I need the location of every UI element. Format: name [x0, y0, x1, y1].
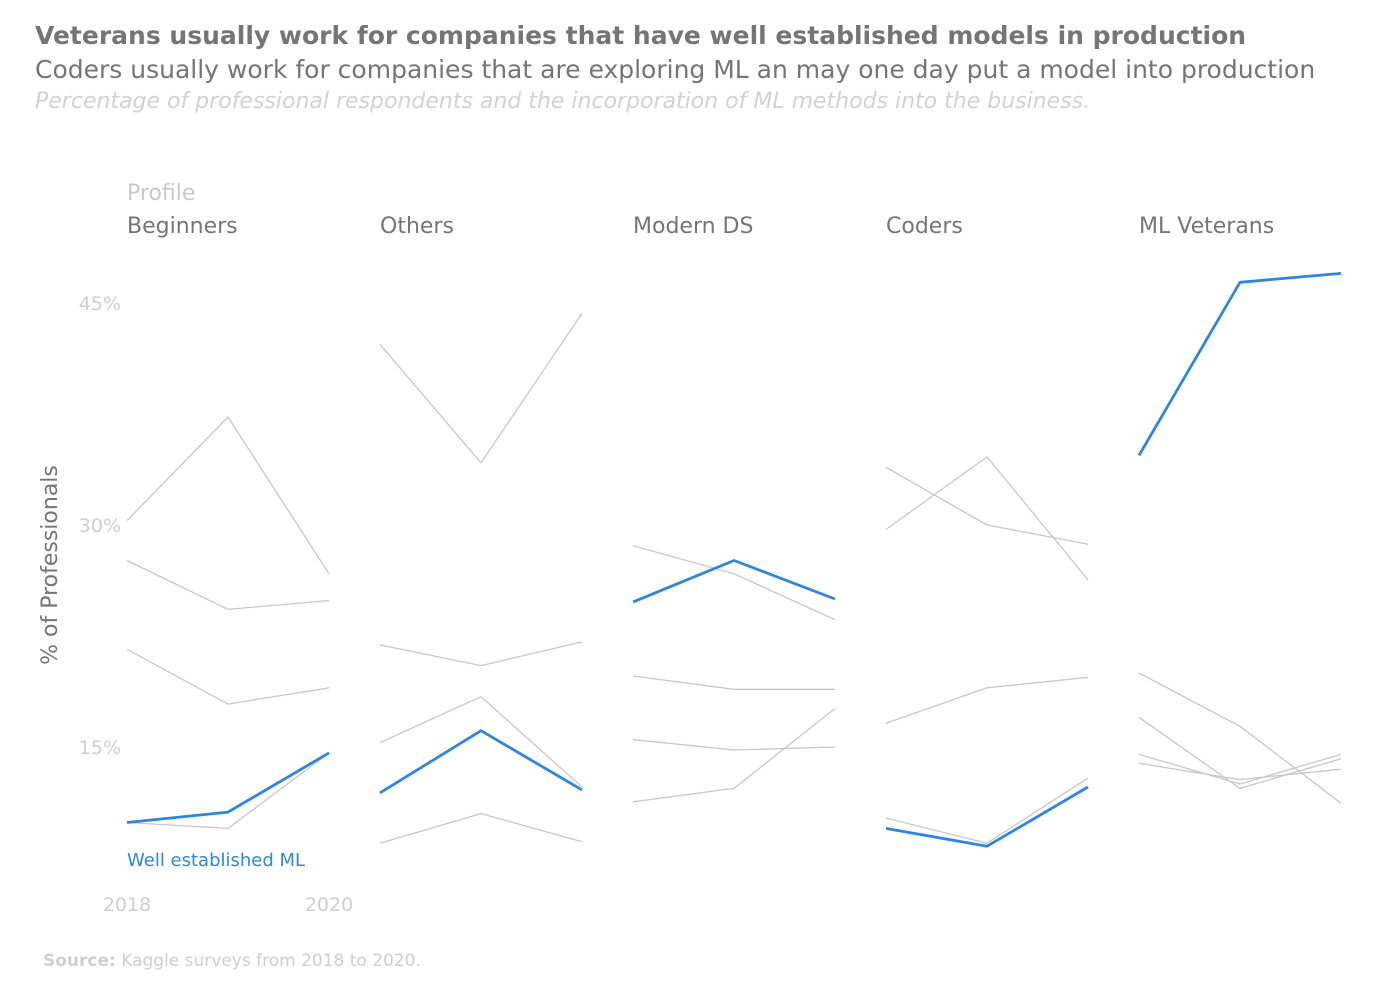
series-line-4-1	[1138, 716, 1342, 790]
x-tick-label-2020: 2020	[305, 894, 353, 916]
facet-title-1: Others	[380, 214, 454, 239]
series-line-2-0	[632, 545, 836, 621]
series-line-3-0	[885, 466, 1089, 545]
series-line-1-2	[379, 696, 583, 788]
series-line-0-0	[126, 416, 330, 575]
series-line-2-3	[632, 707, 836, 803]
facet-4: ML Veterans	[1137, 214, 1342, 804]
series-line-3-2	[885, 676, 1089, 724]
highlight-line-3-4	[885, 785, 1089, 848]
facet-title-0: Beginners	[127, 214, 238, 239]
highlight-annotation: Well established ML	[127, 850, 305, 871]
series-line-4-3	[1138, 762, 1342, 781]
source-label: Source:	[43, 951, 116, 971]
y-tick-label-30: 30%	[79, 515, 121, 537]
series-line-4-2	[1138, 753, 1342, 785]
facet-title-4: ML Veterans	[1139, 214, 1274, 239]
highlight-line-2-4	[632, 559, 836, 604]
series-line-1-0	[379, 313, 583, 464]
y-tick-label-15: 15%	[79, 737, 121, 759]
y-axis-ticks: 15% 30% 45%	[79, 293, 121, 759]
series-line-0-1	[126, 559, 330, 611]
series-line-1-1	[379, 641, 583, 667]
facet-title-3: Coders	[886, 214, 963, 239]
source-text: Kaggle surveys from 2018 to 2020.	[115, 951, 421, 971]
facet-group-label: Profile	[127, 181, 195, 206]
facet-title-2: Modern DS	[633, 214, 753, 239]
chart-caption: Percentage of professional respondents a…	[35, 89, 1091, 114]
series-line-4-0	[1138, 672, 1342, 804]
y-tick-label-45: 45%	[79, 293, 121, 315]
series-line-3-1	[885, 456, 1089, 581]
series-line-0-3	[126, 752, 330, 830]
chart-title: Veterans usually work for companies that…	[35, 21, 1247, 50]
x-tick-label-2018: 2018	[103, 894, 151, 916]
highlight-line-4-4	[1137, 272, 1342, 457]
facets: Beginners Others Modern DS Coders ML Veteran…	[126, 214, 1342, 848]
series-line-2-1	[632, 675, 835, 690]
y-axis-label: % of Professionals	[38, 465, 63, 665]
facet-1: Others	[379, 214, 583, 844]
facet-2: Modern DS	[632, 214, 836, 803]
series-line-0-2	[126, 648, 330, 705]
series-line-2-2	[632, 738, 836, 751]
highlight-line-0-4	[126, 751, 330, 824]
source-note: Source: Kaggle surveys from 2018 to 2020…	[43, 951, 421, 971]
x-axis-ticks: 2018 2020	[103, 894, 353, 916]
chart-subtitle: Coders usually work for companies that a…	[35, 55, 1316, 84]
series-line-1-3	[379, 812, 583, 844]
facet-3: Coders	[885, 214, 1089, 848]
facet-0: Beginners	[126, 214, 330, 830]
highlight-line-1-4	[379, 729, 583, 795]
series-line-3-3	[885, 777, 1089, 844]
